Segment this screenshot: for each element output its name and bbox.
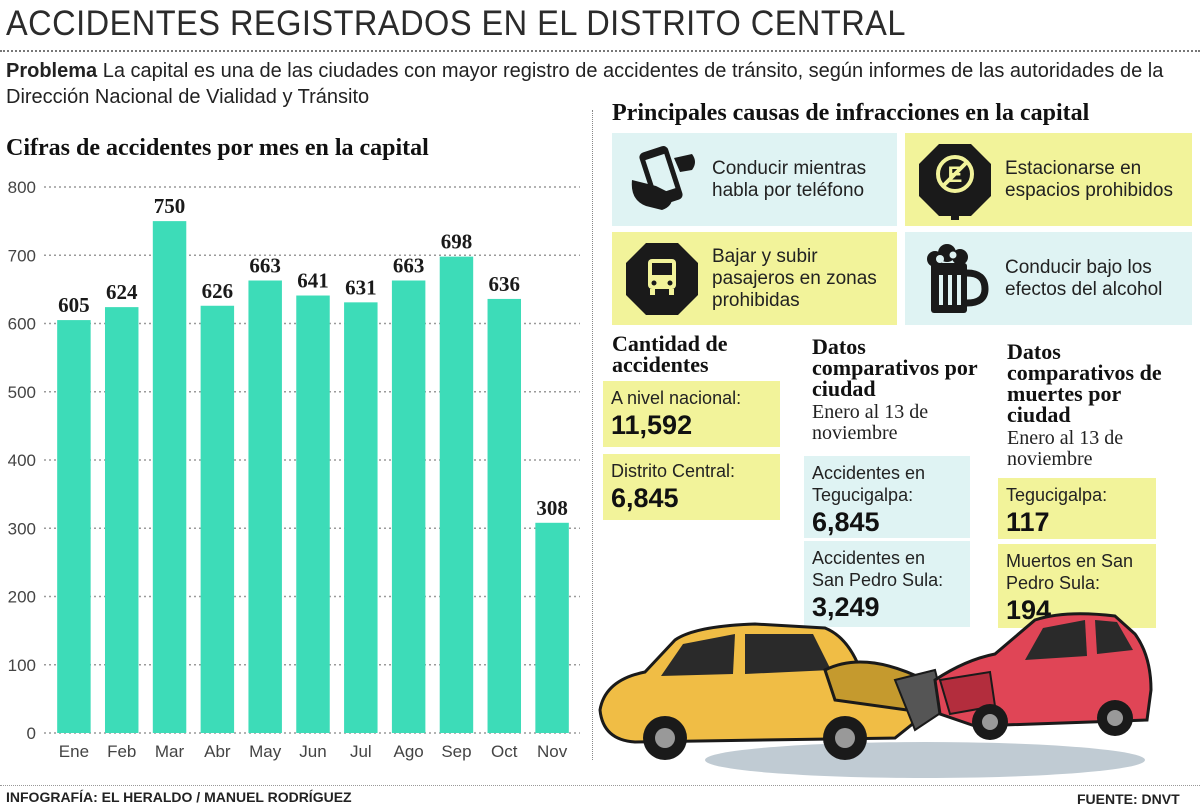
- cause-phone: Conducir mientras habla por teléfono: [612, 133, 897, 226]
- y-tick-label: 500: [8, 383, 36, 402]
- cause-text: Bajar y subir pasajeros en zonas prohibi…: [712, 246, 897, 312]
- credit-text: INFOGRAFÍA: EL HERALDO / MANUEL RODRÍGUE…: [6, 789, 352, 805]
- bar-value-label: 605: [58, 293, 90, 317]
- central-accidents-box: Distrito Central: 6,845: [603, 454, 780, 520]
- bar-value-label: 308: [536, 496, 568, 520]
- national-label: A nivel nacional:: [611, 387, 772, 409]
- x-tick-label: Jun: [299, 742, 326, 761]
- tegucigalpa-accidents-value: 6,845: [812, 506, 962, 538]
- no-parking-sign-icon: E: [915, 140, 995, 220]
- tegucigalpa-accidents-box: Accidentes en Tegucigalpa: 6,845: [804, 456, 970, 538]
- national-accidents-box: A nivel nacional: 11,592: [603, 381, 780, 447]
- bar: [57, 320, 90, 733]
- x-tick-label: Mar: [155, 742, 185, 761]
- bar-value-label: 663: [249, 254, 281, 278]
- beer-mug-icon: [915, 239, 995, 319]
- cause-parking: E Estacionarse en espacios prohibidos: [905, 133, 1192, 226]
- bar: [248, 281, 281, 733]
- cause-text: Conducir bajo los efectos del alcohol: [1005, 257, 1192, 301]
- y-tick-label: 100: [8, 656, 36, 675]
- y-tick-label: 800: [8, 178, 36, 197]
- central-value: 6,845: [611, 482, 772, 514]
- bar-value-label: 750: [154, 194, 186, 218]
- causes-title: Principales causas de infracciones en la…: [612, 100, 1089, 127]
- y-tick-label: 600: [8, 315, 36, 334]
- column-divider: [592, 110, 593, 760]
- y-tick-label: 200: [8, 588, 36, 607]
- bar: [535, 523, 568, 733]
- y-tick-label: 300: [8, 519, 36, 538]
- bar-value-label: 626: [202, 279, 234, 303]
- national-value: 11,592: [611, 409, 772, 441]
- bar: [488, 299, 521, 733]
- bar-value-label: 698: [441, 230, 473, 254]
- y-tick-label: 700: [8, 246, 36, 265]
- monthly-accidents-bar-chart: 0 100 200 300 400 500 600 700 800 605 Ene 624 Feb 750…: [0, 175, 585, 775]
- tegucigalpa-deaths-label: Tegucigalpa:: [1006, 484, 1148, 506]
- bar-value-label: 636: [489, 272, 521, 296]
- bar-value-label: 663: [393, 254, 425, 278]
- x-tick-label: Oct: [491, 742, 518, 761]
- x-tick-label: May: [249, 742, 282, 761]
- source-text: FUENTE: DNVT: [1077, 791, 1180, 807]
- city-compare-subtitle: Enero al 13 de noviembre: [812, 402, 962, 444]
- bus-sign-icon: [622, 239, 702, 319]
- cause-alcohol: Conducir bajo los efectos del alcohol: [905, 232, 1192, 325]
- bar: [440, 257, 473, 733]
- sps-accidents-label: Accidentes en San Pedro Sula:: [812, 547, 962, 591]
- y-tick-label: 0: [27, 724, 36, 743]
- cause-text: Conducir mientras habla por teléfono: [712, 158, 897, 202]
- tegucigalpa-deaths-box: Tegucigalpa: 117: [998, 478, 1156, 539]
- tegucigalpa-deaths-value: 117: [1006, 506, 1148, 538]
- cause-passengers: Bajar y subir pasajeros en zonas prohibi…: [612, 232, 897, 325]
- x-tick-label: Ene: [59, 742, 89, 761]
- bar: [344, 302, 377, 733]
- bar: [201, 306, 234, 733]
- page-title: ACCIDENTES REGISTRADOS EN EL DISTRITO CE…: [6, 4, 906, 44]
- bar: [153, 221, 186, 733]
- tegucigalpa-accidents-label: Accidentes en Tegucigalpa:: [812, 462, 962, 506]
- car-crash-illustration: [595, 610, 1195, 785]
- phone-hand-icon: [622, 140, 702, 220]
- problem-label: Problema: [6, 60, 97, 82]
- central-label: Distrito Central:: [611, 460, 772, 482]
- bar-value-label: 641: [297, 269, 329, 293]
- bar: [392, 281, 425, 733]
- cause-text: Estacionarse en espacios prohibidos: [1005, 158, 1192, 202]
- chart-title: Cifras de accidentes por mes en la capit…: [6, 135, 429, 162]
- title-divider: [0, 50, 1200, 52]
- x-tick-label: Sep: [441, 742, 471, 761]
- x-tick-label: Jul: [350, 742, 372, 761]
- footer-divider: [0, 785, 1200, 786]
- bar: [105, 307, 138, 733]
- x-tick-label: Abr: [204, 742, 231, 761]
- sps-deaths-label: Muertos en San Pedro Sula:: [1006, 550, 1148, 594]
- accidents-title: Cantidad de accidentes: [612, 333, 792, 375]
- x-tick-label: Ago: [394, 742, 424, 761]
- bar-value-label: 624: [106, 280, 138, 304]
- deaths-compare-title: Datos comparativos de muertes por ciudad: [1007, 341, 1187, 425]
- city-compare-title: Datos comparativos por ciudad: [812, 336, 982, 399]
- x-tick-label: Feb: [107, 742, 136, 761]
- deaths-compare-subtitle: Enero al 13 de noviembre: [1007, 428, 1157, 470]
- bar: [296, 296, 329, 733]
- x-tick-label: Nov: [537, 742, 568, 761]
- bar-value-label: 631: [345, 275, 377, 299]
- y-tick-label: 400: [8, 451, 36, 470]
